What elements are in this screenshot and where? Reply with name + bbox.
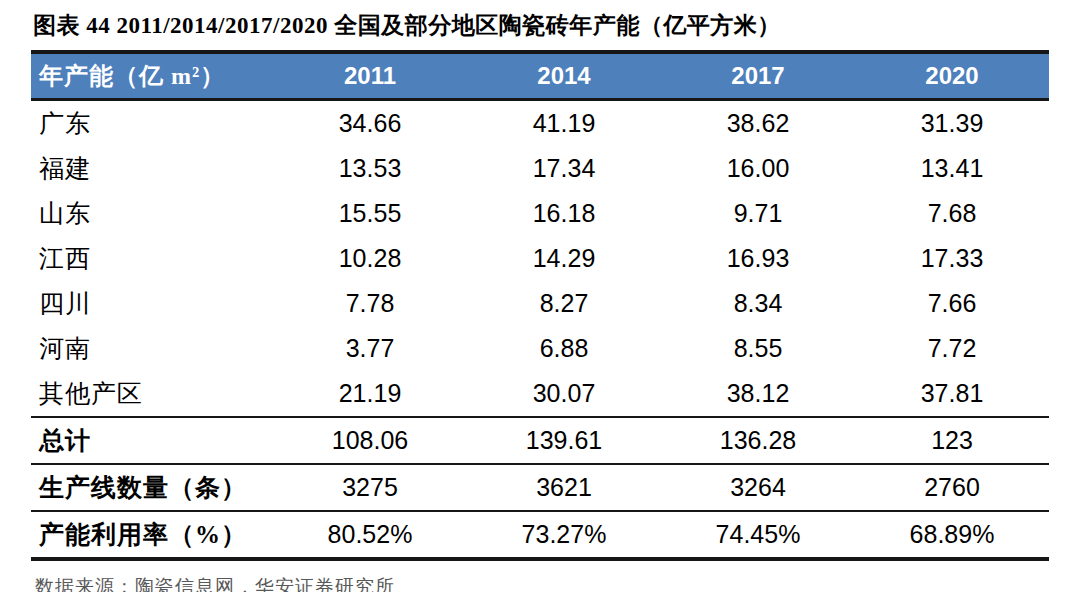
year-column-header: 2020: [855, 52, 1049, 100]
value-cell: 38.12: [661, 371, 855, 417]
figure-container: 图表 44 2011/2014/2017/2020 全国及部分地区陶瓷砖年产能（…: [0, 0, 1080, 592]
capacity-table: 年产能（亿 m²）2011201420172020 广东34.6641.1938…: [31, 50, 1049, 561]
value-cell: 74.45%: [661, 511, 855, 559]
value-cell: 7.68: [855, 191, 1049, 236]
table-row: 广东34.6641.1938.6231.39: [31, 100, 1049, 147]
value-cell: 16.93: [661, 236, 855, 281]
row-label: 生产线数量（条）: [31, 464, 273, 511]
value-cell: 37.81: [855, 371, 1049, 417]
value-cell: 7.66: [855, 281, 1049, 326]
value-cell: 2760: [855, 464, 1049, 511]
value-cell: 21.19: [273, 371, 467, 417]
row-label: 江西: [31, 236, 273, 281]
value-cell: 41.19: [467, 100, 661, 147]
value-cell: 3264: [661, 464, 855, 511]
table-row: 生产线数量（条）3275362132642760: [31, 464, 1049, 511]
value-cell: 108.06: [273, 417, 467, 464]
value-cell: 3.77: [273, 326, 467, 371]
row-label: 产能利用率（%）: [31, 511, 273, 559]
value-cell: 10.28: [273, 236, 467, 281]
row-label: 其他产区: [31, 371, 273, 417]
year-column-header: 2017: [661, 52, 855, 100]
value-cell: 15.55: [273, 191, 467, 236]
table-row: 山东15.5516.189.717.68: [31, 191, 1049, 236]
value-cell: 7.72: [855, 326, 1049, 371]
table-body: 广东34.6641.1938.6231.39福建13.5317.3416.001…: [31, 100, 1049, 560]
value-cell: 8.34: [661, 281, 855, 326]
figure-title: 图表 44 2011/2014/2017/2020 全国及部分地区陶瓷砖年产能（…: [33, 10, 1050, 41]
value-cell: 73.27%: [467, 511, 661, 559]
value-cell: 13.41: [855, 146, 1049, 191]
value-cell: 8.27: [467, 281, 661, 326]
data-source: 数据来源：陶瓷信息网，华安证券研究所: [35, 574, 1050, 592]
value-cell: 16.18: [467, 191, 661, 236]
value-cell: 7.78: [273, 281, 467, 326]
value-cell: 13.53: [273, 146, 467, 191]
table-row: 江西10.2814.2916.9317.33: [31, 236, 1049, 281]
row-label-header: 年产能（亿 m²）: [31, 52, 273, 100]
table-row: 总计108.06139.61136.28123: [31, 417, 1049, 464]
year-column-header: 2011: [273, 52, 467, 100]
row-label: 总计: [31, 417, 273, 464]
value-cell: 38.62: [661, 100, 855, 147]
row-label: 广东: [31, 100, 273, 147]
table-row: 其他产区21.1930.0738.1237.81: [31, 371, 1049, 417]
row-label: 山东: [31, 191, 273, 236]
value-cell: 6.88: [467, 326, 661, 371]
value-cell: 34.66: [273, 100, 467, 147]
value-cell: 14.29: [467, 236, 661, 281]
header-row: 年产能（亿 m²）2011201420172020: [31, 52, 1049, 100]
value-cell: 139.61: [467, 417, 661, 464]
table-row: 四川7.788.278.347.66: [31, 281, 1049, 326]
table-row: 河南3.776.888.557.72: [31, 326, 1049, 371]
value-cell: 3621: [467, 464, 661, 511]
value-cell: 16.00: [661, 146, 855, 191]
value-cell: 123: [855, 417, 1049, 464]
row-label: 四川: [31, 281, 273, 326]
value-cell: 80.52%: [273, 511, 467, 559]
year-column-header: 2014: [467, 52, 661, 100]
value-cell: 3275: [273, 464, 467, 511]
value-cell: 17.34: [467, 146, 661, 191]
value-cell: 136.28: [661, 417, 855, 464]
value-cell: 31.39: [855, 100, 1049, 147]
value-cell: 30.07: [467, 371, 661, 417]
value-cell: 8.55: [661, 326, 855, 371]
table-row: 福建13.5317.3416.0013.41: [31, 146, 1049, 191]
value-cell: 17.33: [855, 236, 1049, 281]
table-row: 产能利用率（%）80.52%73.27%74.45%68.89%: [31, 511, 1049, 559]
row-label: 河南: [31, 326, 273, 371]
row-label: 福建: [31, 146, 273, 191]
value-cell: 9.71: [661, 191, 855, 236]
value-cell: 68.89%: [855, 511, 1049, 559]
